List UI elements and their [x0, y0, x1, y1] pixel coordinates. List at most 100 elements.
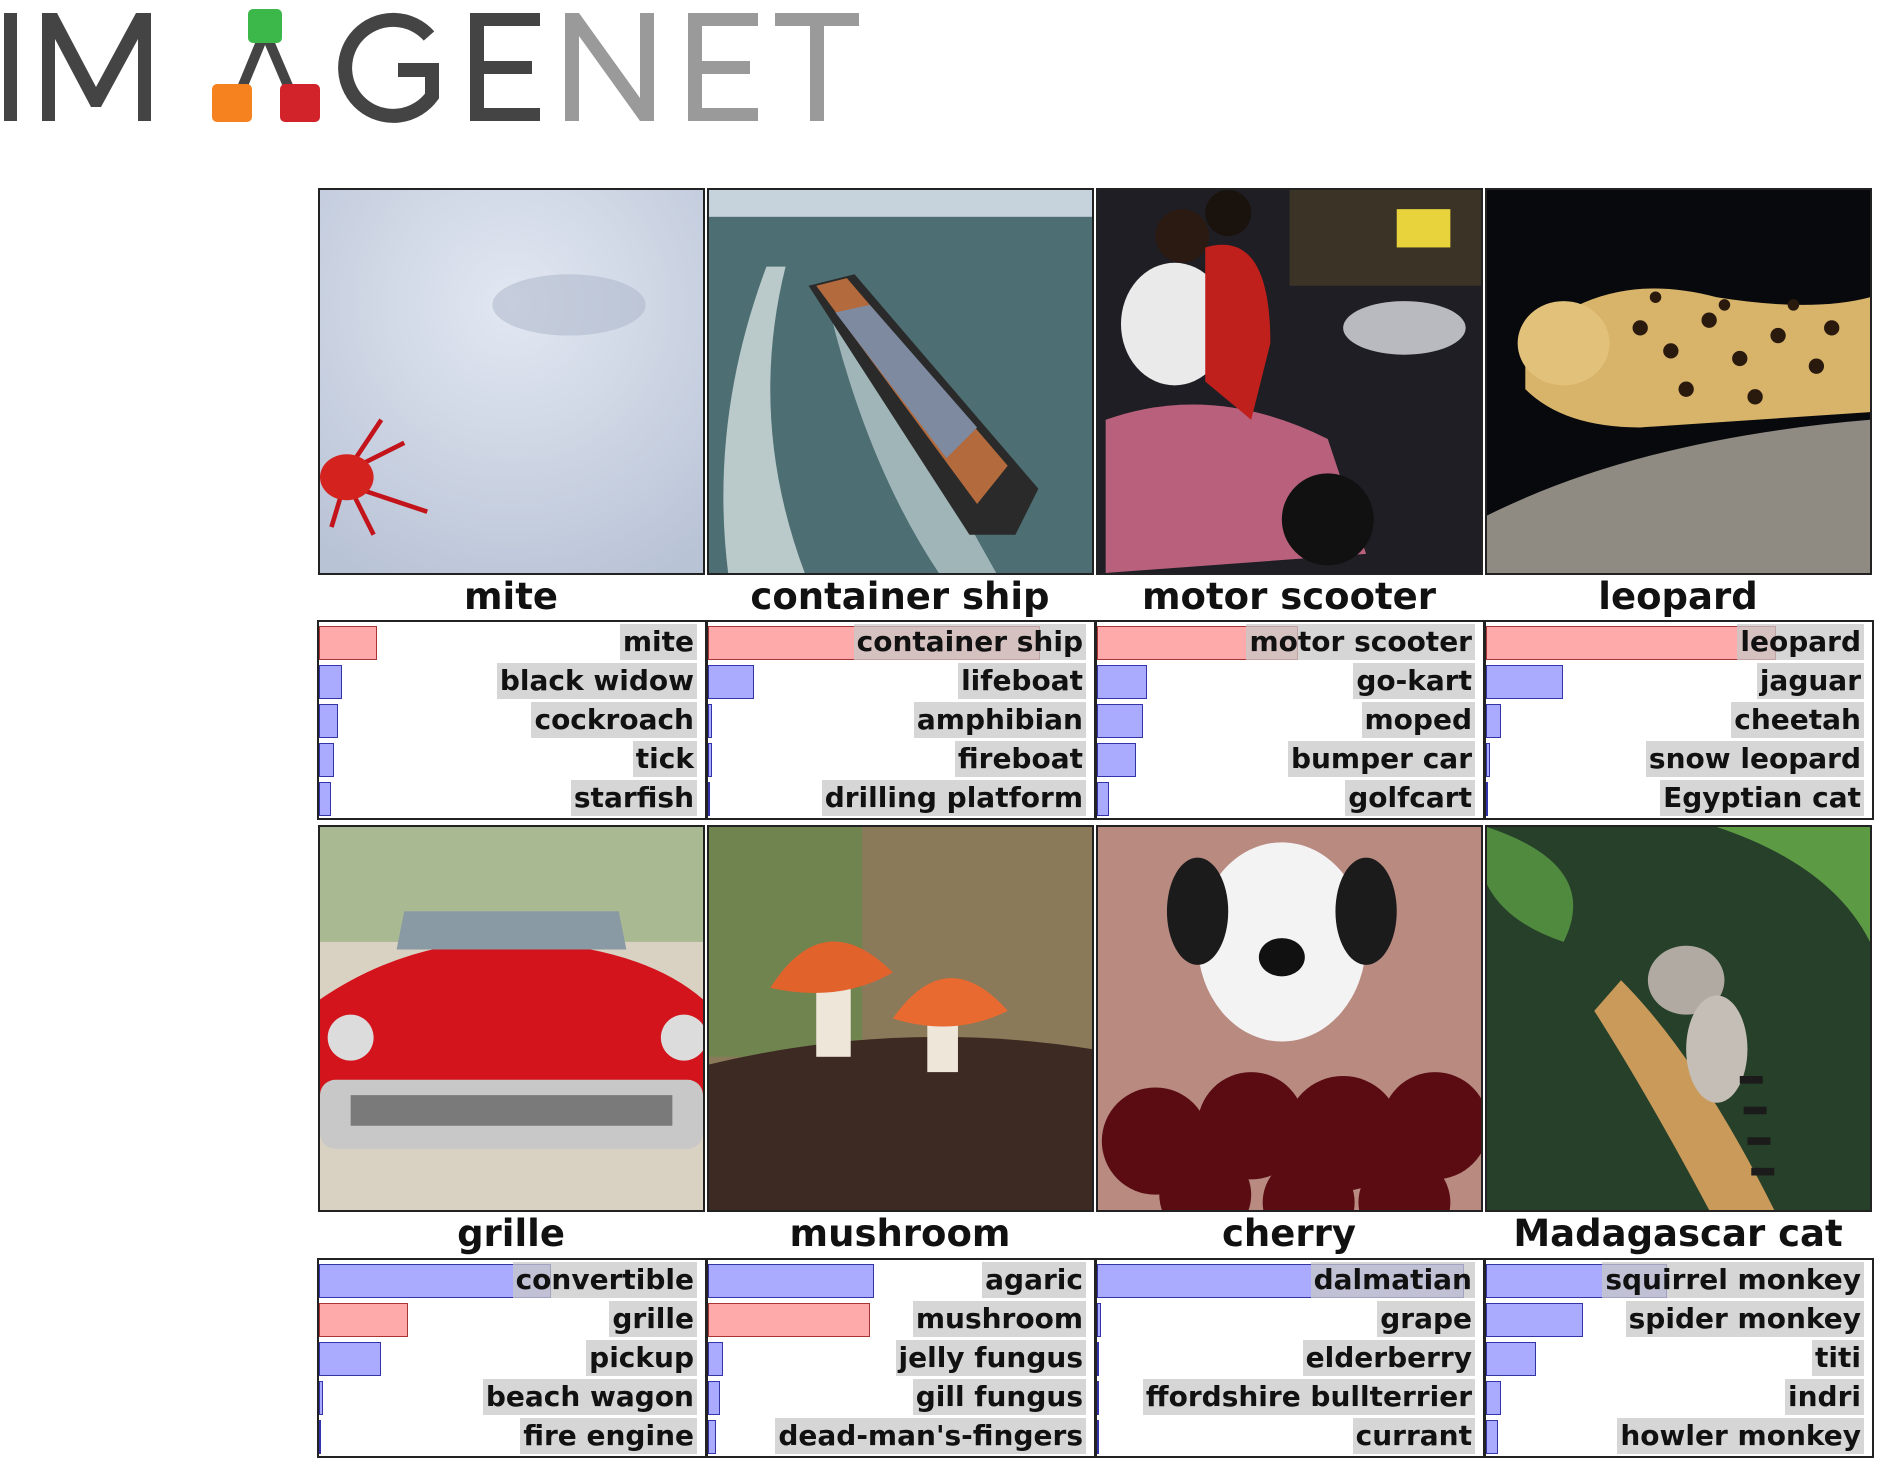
prediction-row: drilling platform [708, 778, 1094, 818]
prediction-bar [319, 1420, 321, 1454]
prediction-label: black widow [496, 663, 697, 699]
class-label: cherry [1222, 1212, 1356, 1255]
prediction-bar [1486, 782, 1488, 816]
prediction-label: drilling platform [821, 780, 1086, 816]
photo-convertible [318, 825, 705, 1212]
prediction-row: pickup [319, 1338, 705, 1378]
logo-letter-e [470, 13, 540, 121]
prediction-label: cockroach [531, 702, 697, 738]
prediction-label: howler monkey [1617, 1418, 1864, 1454]
prediction-bar [1097, 1420, 1099, 1454]
prediction-row: cockroach [319, 700, 705, 740]
prediction-panel: squirrel monkey spider monkey titi indri how… [1484, 1258, 1874, 1458]
prediction-panel: mite black widow cockroach tick starfish [317, 620, 707, 820]
prediction-row: dead-man's-fingers [708, 1416, 1094, 1456]
true-label-bar [319, 1303, 408, 1337]
prediction-row: mite [319, 622, 705, 662]
prediction-row: motor scooter [1097, 622, 1483, 662]
prediction-row: snow leopard [1486, 739, 1872, 779]
prediction-label: pickup [586, 1340, 697, 1376]
prediction-label: snow leopard [1645, 741, 1864, 777]
photo-mite [318, 188, 705, 575]
prediction-bar [1486, 1420, 1498, 1454]
class-label: leopard [1598, 575, 1758, 618]
prediction-row: howler monkey [1486, 1416, 1872, 1456]
logo-letter-g [338, 12, 439, 123]
true-label-bar [319, 626, 377, 660]
prediction-label: motor scooter [1246, 624, 1475, 660]
prediction-bar [1097, 1381, 1099, 1415]
logo-letter-e2 [688, 13, 758, 121]
prediction-label: titi [1812, 1340, 1864, 1376]
prediction-row: black widow [319, 661, 705, 701]
prediction-label: indri [1785, 1379, 1864, 1415]
prediction-label: beach wagon [482, 1379, 697, 1415]
photo-mushrooms [707, 825, 1094, 1212]
prediction-label: mite [619, 624, 697, 660]
prediction-row: cheetah [1486, 700, 1872, 740]
prediction-bar [708, 665, 754, 699]
prediction-label: squirrel monkey [1602, 1262, 1864, 1298]
prediction-row: starfish [319, 778, 705, 818]
prediction-label: gill fungus [912, 1379, 1086, 1415]
prediction-row: Egyptian cat [1486, 778, 1872, 818]
prediction-panel: container ship lifeboat amphibian fireboat d… [706, 620, 1096, 820]
prediction-bar [319, 704, 338, 738]
prediction-label: leopard [1737, 624, 1864, 660]
prediction-bar [1097, 782, 1109, 816]
prediction-label: amphibian [913, 702, 1086, 738]
prediction-row: grille [319, 1299, 705, 1339]
prediction-row: fireboat [708, 739, 1094, 779]
prediction-row: lifeboat [708, 661, 1094, 701]
prediction-row: spider monkey [1486, 1299, 1872, 1339]
class-label: container ship [750, 575, 1050, 618]
prediction-label: Egyptian cat [1660, 780, 1864, 816]
prediction-row: container ship [708, 622, 1094, 662]
prediction-label: grille [609, 1301, 697, 1337]
prediction-row: currant [1097, 1416, 1483, 1456]
prediction-row: beach wagon [319, 1377, 705, 1417]
prediction-bar [1097, 743, 1136, 777]
prediction-row: jaguar [1486, 661, 1872, 701]
prediction-label: bumper car [1287, 741, 1475, 777]
prediction-bar [1097, 1342, 1099, 1376]
prediction-label: agaric [982, 1262, 1086, 1298]
prediction-label: jaguar [1756, 663, 1864, 699]
prediction-bar [1097, 1303, 1101, 1337]
prediction-bar [708, 782, 710, 816]
imagenet-logo [4, 9, 859, 123]
prediction-label: jelly fungus [895, 1340, 1086, 1376]
prediction-row: moped [1097, 700, 1483, 740]
prediction-bar [708, 1420, 716, 1454]
true-label-bar [708, 1303, 870, 1337]
logo-letter-i [4, 13, 17, 121]
prediction-row: gill fungus [708, 1377, 1094, 1417]
prediction-bar [708, 1381, 720, 1415]
prediction-bar [319, 665, 342, 699]
prediction-bar [319, 1381, 323, 1415]
prediction-bar [319, 782, 331, 816]
prediction-row: elderberry [1097, 1338, 1483, 1378]
prediction-row: jelly fungus [708, 1338, 1094, 1378]
prediction-label: dalmatian [1310, 1262, 1475, 1298]
prediction-bar [708, 704, 712, 738]
prediction-label: elderberry [1302, 1340, 1475, 1376]
prediction-row: titi [1486, 1338, 1872, 1378]
prediction-label: fireboat [954, 741, 1086, 777]
logo-letter-n [565, 13, 654, 121]
prediction-row: tick [319, 739, 705, 779]
prediction-bar [1097, 704, 1143, 738]
prediction-bar [1486, 743, 1490, 777]
prediction-label: grape [1377, 1301, 1475, 1337]
prediction-panel: motor scooter go-kart moped bumper car golfc… [1095, 620, 1485, 820]
prediction-row: bumper car [1097, 739, 1483, 779]
prediction-row: squirrel monkey [1486, 1260, 1872, 1300]
prediction-label: cheetah [1731, 702, 1864, 738]
class-label: grille [457, 1212, 565, 1255]
photo-leopard [1485, 188, 1872, 575]
logo-letter-m [42, 13, 151, 121]
prediction-bar [319, 1264, 551, 1298]
true-label-bar [1486, 626, 1776, 660]
prediction-bar [319, 743, 334, 777]
photo-dalmatian-cherries [1096, 825, 1483, 1212]
